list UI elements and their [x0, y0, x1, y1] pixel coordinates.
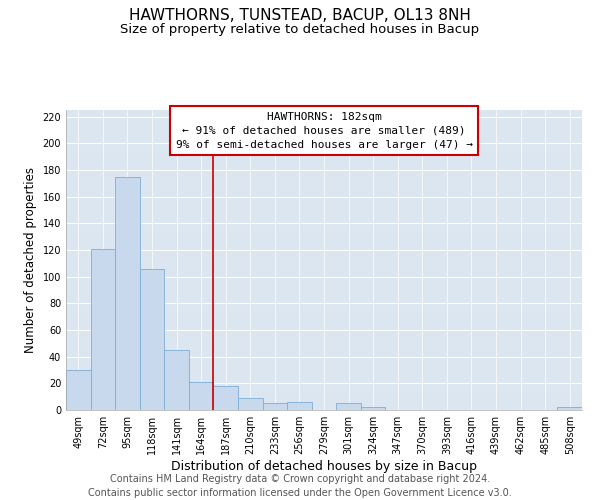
- Bar: [263, 404, 287, 410]
- Text: Size of property relative to detached houses in Bacup: Size of property relative to detached ho…: [121, 22, 479, 36]
- Bar: [361, 408, 385, 410]
- Bar: [66, 370, 91, 410]
- Bar: [91, 248, 115, 410]
- Bar: [140, 268, 164, 410]
- Y-axis label: Number of detached properties: Number of detached properties: [24, 167, 37, 353]
- Bar: [557, 408, 582, 410]
- Bar: [238, 398, 263, 410]
- Bar: [115, 176, 140, 410]
- Bar: [214, 386, 238, 410]
- Text: HAWTHORNS, TUNSTEAD, BACUP, OL13 8NH: HAWTHORNS, TUNSTEAD, BACUP, OL13 8NH: [129, 8, 471, 22]
- Bar: [189, 382, 214, 410]
- X-axis label: Distribution of detached houses by size in Bacup: Distribution of detached houses by size …: [171, 460, 477, 473]
- Text: HAWTHORNS: 182sqm
← 91% of detached houses are smaller (489)
9% of semi-detached: HAWTHORNS: 182sqm ← 91% of detached hous…: [176, 112, 473, 150]
- Bar: [164, 350, 189, 410]
- Bar: [336, 404, 361, 410]
- Bar: [287, 402, 312, 410]
- Text: Contains HM Land Registry data © Crown copyright and database right 2024.
Contai: Contains HM Land Registry data © Crown c…: [88, 474, 512, 498]
